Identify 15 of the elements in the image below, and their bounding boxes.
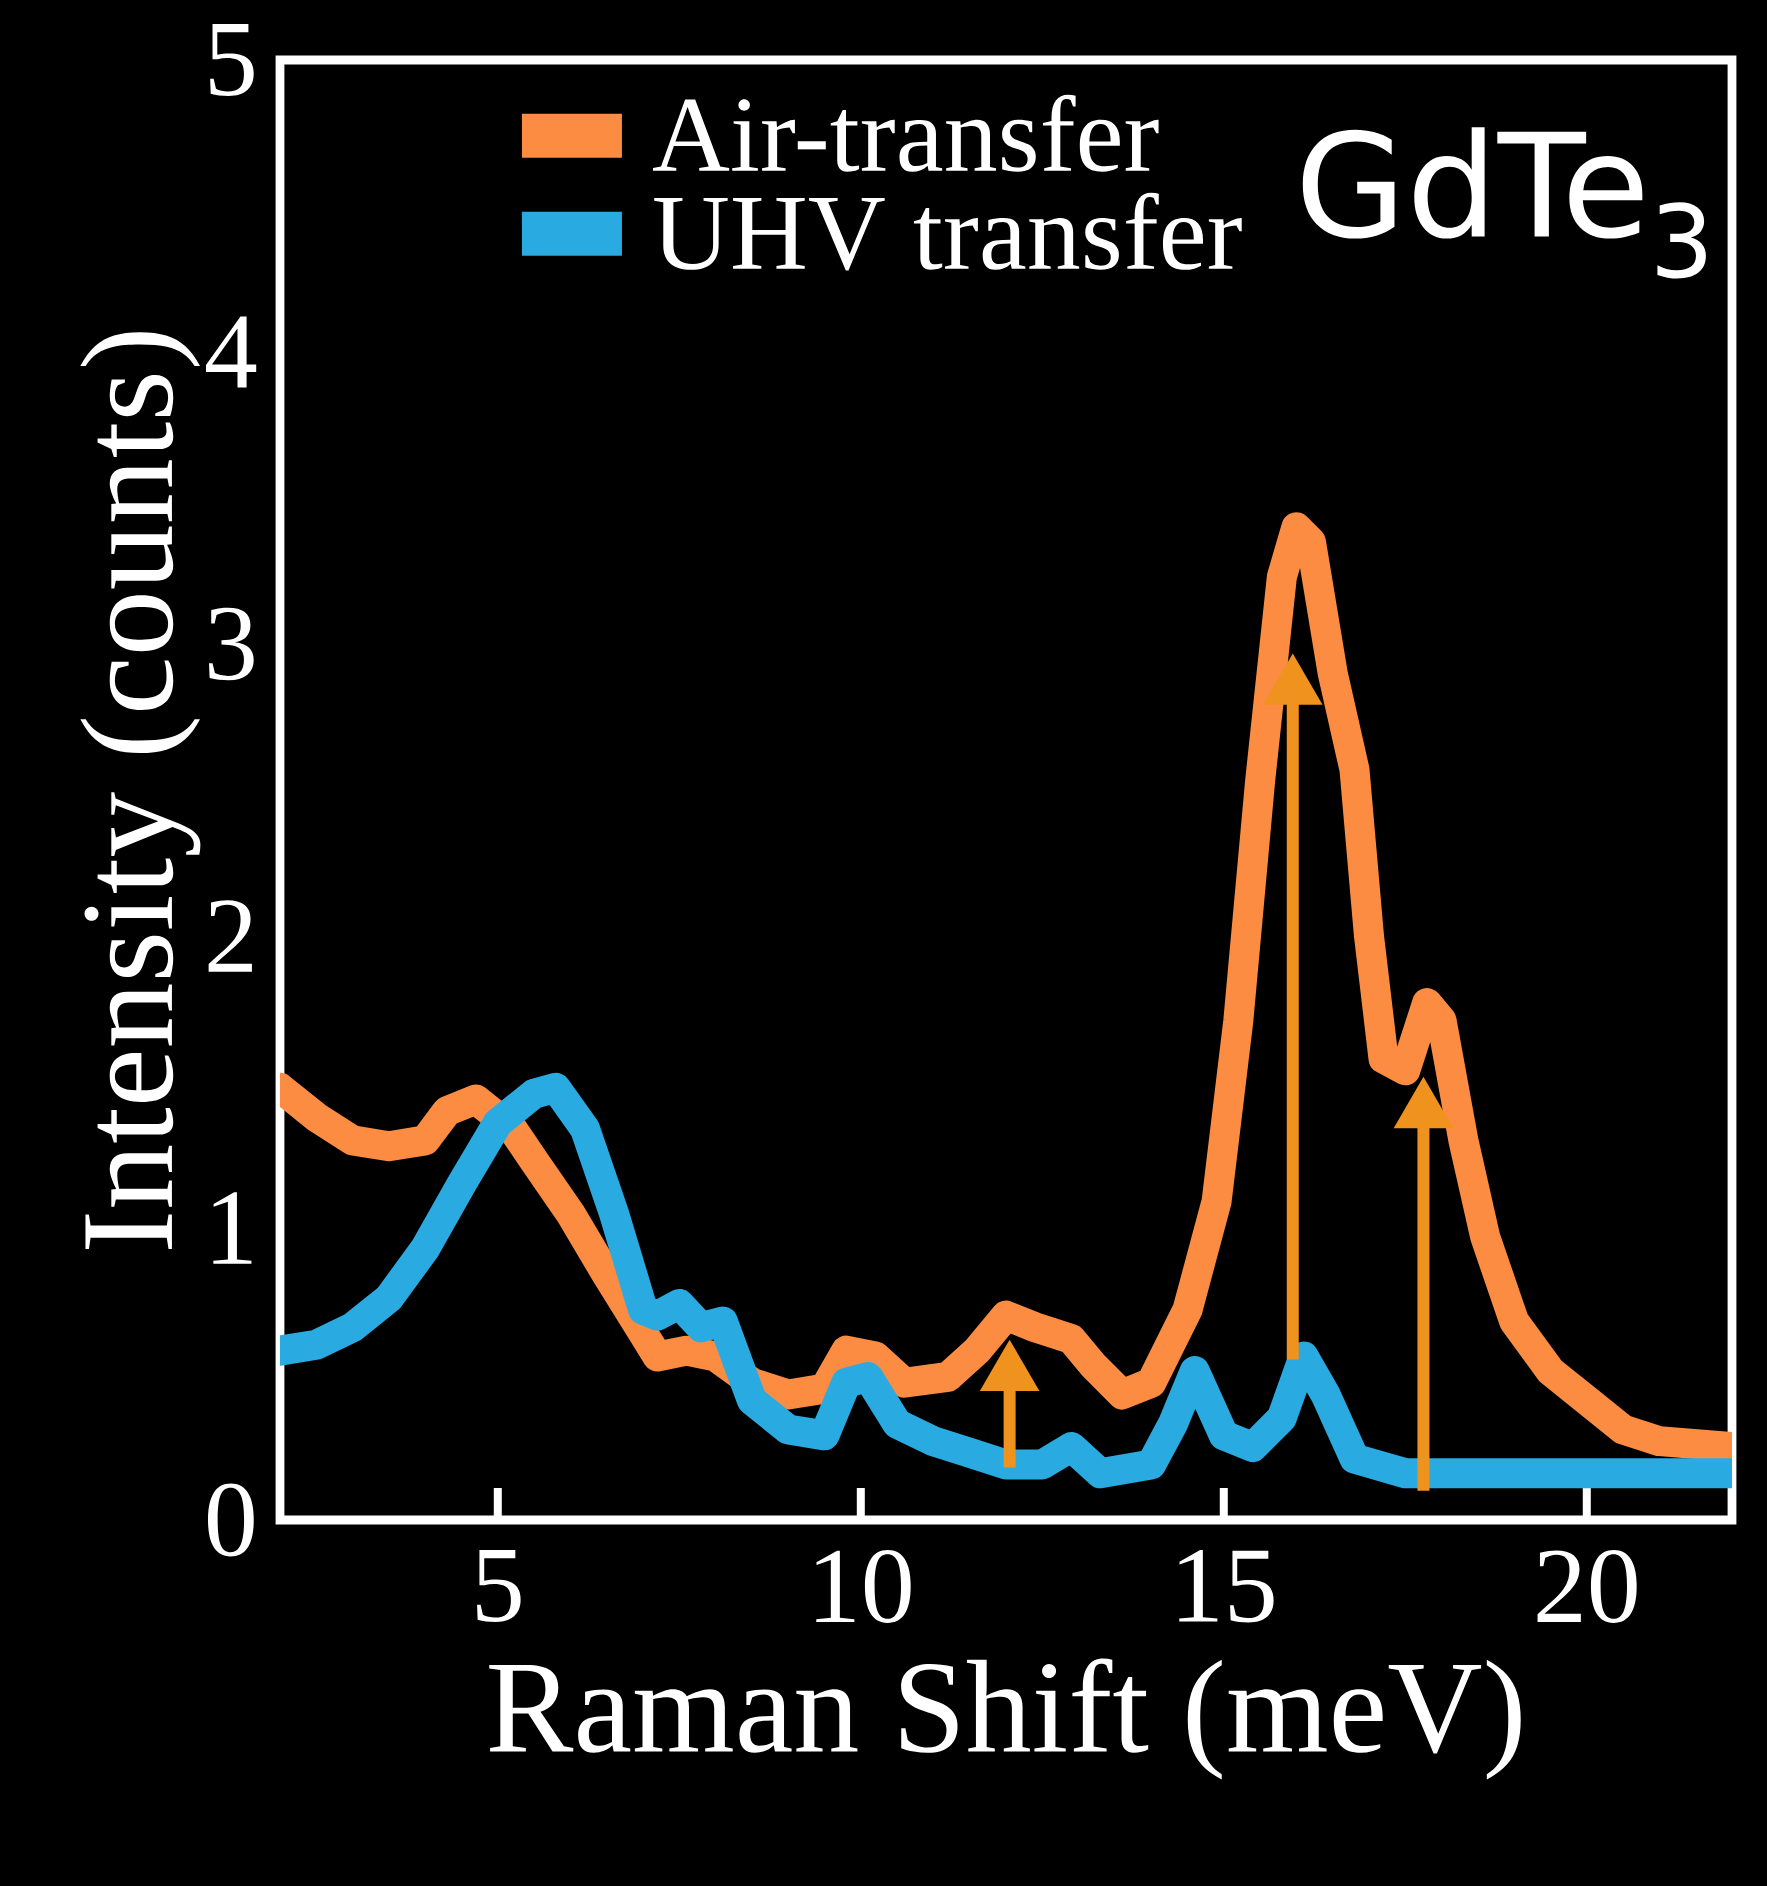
y-tick-label: 3	[209, 607, 254, 681]
y-tick-label: 0	[208, 1483, 254, 1557]
y-tick-label: 2	[208, 900, 252, 972]
y-tick-label: 1	[213, 1192, 252, 1264]
x-tick-label: 20	[1537, 1550, 1637, 1624]
x-tick-label: 5	[477, 1550, 521, 1622]
y-tick-label: 5	[210, 24, 254, 96]
x-tick-label: 10	[816, 1550, 911, 1624]
y-axis-title: Intensity (counts)	[80, 332, 201, 1249]
legend-label: UHV transfer	[654, 192, 1242, 271]
y-tick-label: 4	[206, 316, 257, 388]
x-tick-label: 15	[1179, 1550, 1274, 1623]
legend-label: Air-transfer	[653, 94, 1159, 172]
annotation: GdTe$_{3}$	[1302, 127, 1706, 279]
x-axis-title: Raman Shift (meV)	[489, 1658, 1521, 1780]
